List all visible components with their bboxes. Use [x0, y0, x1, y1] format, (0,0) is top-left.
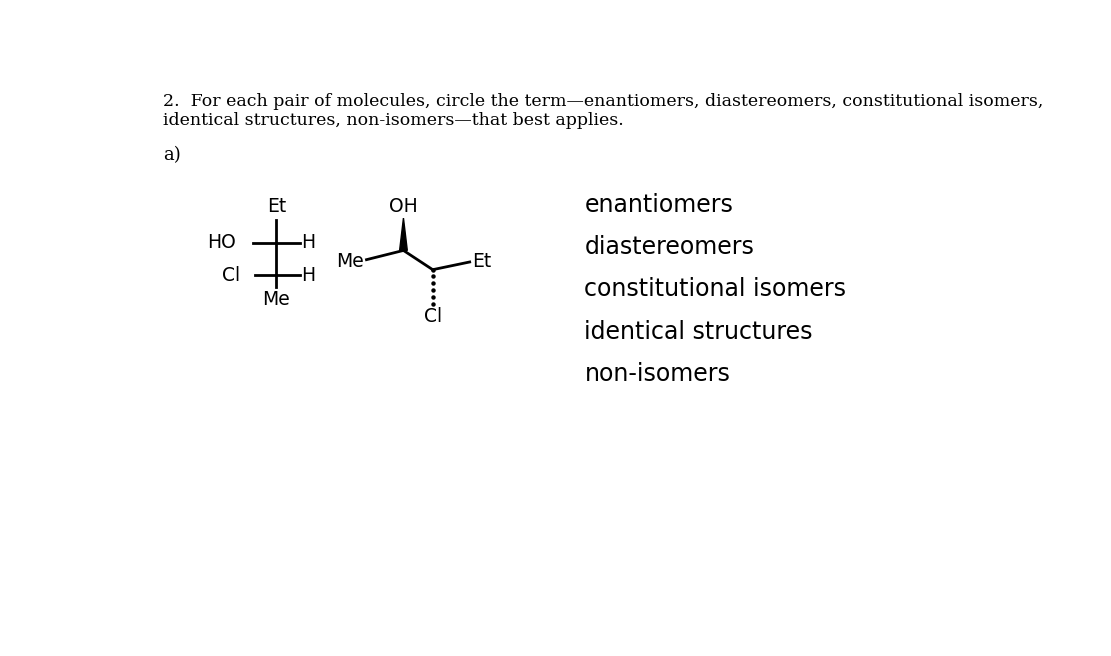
Text: Et: Et [472, 253, 491, 272]
Text: H: H [301, 234, 316, 252]
Text: Me: Me [262, 291, 290, 310]
Text: Cl: Cl [222, 266, 240, 285]
Text: H: H [301, 266, 316, 285]
Text: identical structures, non-isomers—that best applies.: identical structures, non-isomers—that b… [163, 112, 624, 129]
Text: constitutional isomers: constitutional isomers [584, 277, 847, 301]
Text: a): a) [163, 146, 181, 165]
Text: diastereomers: diastereomers [584, 235, 754, 259]
Text: HO: HO [207, 234, 236, 252]
Text: identical structures: identical structures [584, 319, 813, 344]
Text: OH: OH [389, 197, 418, 216]
Text: Cl: Cl [423, 306, 442, 325]
Text: enantiomers: enantiomers [584, 193, 733, 216]
Polygon shape [400, 218, 408, 251]
Text: Me: Me [337, 252, 364, 271]
Text: non-isomers: non-isomers [584, 362, 730, 386]
Text: Et: Et [267, 197, 286, 216]
Text: 2.  For each pair of molecules, circle the term—enantiomers, diastereomers, cons: 2. For each pair of molecules, circle th… [163, 92, 1043, 110]
